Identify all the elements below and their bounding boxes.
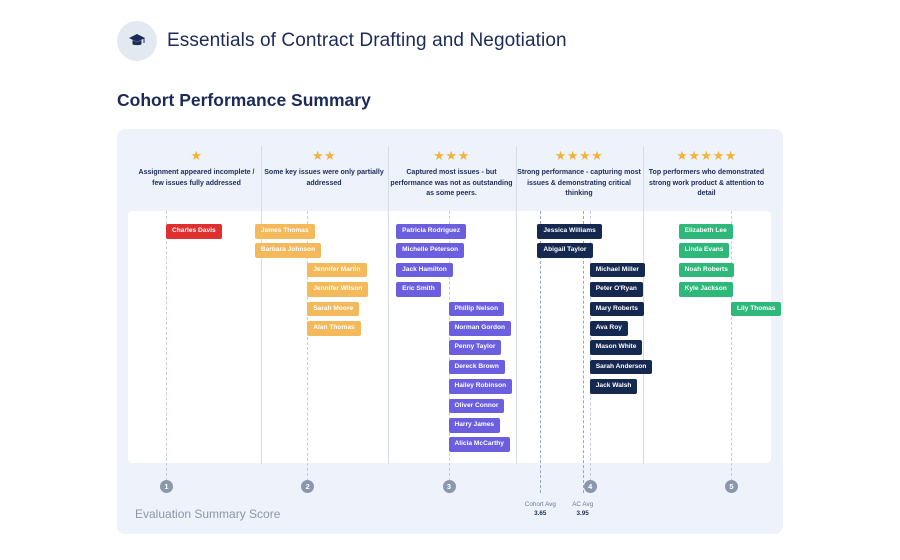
ac-avg-label: AC Avg 3.95 <box>563 500 603 518</box>
star-rating-icon: ★★ <box>311 148 337 163</box>
student-chip[interactable]: Mason White <box>589 340 643 355</box>
x-axis-title: Evaluation Summary Score <box>135 507 281 521</box>
student-chip[interactable]: Michael Miller <box>589 262 645 278</box>
band-description: Top performers who demonstrated strong w… <box>648 169 765 197</box>
column-separator <box>515 146 517 464</box>
student-chip[interactable]: Jennifer Martin <box>307 262 367 278</box>
student-chip[interactable]: Sarah Anderson <box>589 359 653 375</box>
student-chip[interactable]: Lily Thomas <box>731 301 782 317</box>
band-description: Captured most issues - but performance w… <box>390 169 513 197</box>
band-description: Some key issues were only partially addr… <box>264 169 384 187</box>
student-chip[interactable]: Peter O'Ryan <box>589 282 643 297</box>
student-chip[interactable]: Jack Hamilton <box>396 262 453 278</box>
student-chip[interactable]: Abigail Taylor <box>537 243 593 258</box>
band-header-5: ★★★★★ Top performers who demonstrated str… <box>643 149 770 200</box>
student-chip[interactable]: Kyle Jackson <box>678 282 733 297</box>
score-gridline <box>307 211 309 481</box>
star-rating-icon: ★ <box>190 148 203 163</box>
x-tick-label: 1 <box>160 480 173 493</box>
ac-avg-line <box>582 211 584 493</box>
student-chip[interactable]: Dereck Brown <box>448 359 505 375</box>
band-header-1: ★ Assignment appeared incomplete / few is… <box>133 149 260 189</box>
app-title: Essentials of Contract Drafting and Nego… <box>167 30 567 51</box>
student-chip[interactable]: Ava Roy <box>589 321 628 336</box>
student-chip[interactable]: Elizabeth Lee <box>678 224 733 239</box>
student-chip[interactable]: Eric Smith <box>396 282 441 297</box>
student-chip[interactable]: Patricia Rodriguez <box>396 224 467 239</box>
band-header-2: ★★ Some key issues were only partially ad… <box>261 149 388 189</box>
column-separator <box>388 146 389 464</box>
x-tick-label: 3 <box>442 480 456 493</box>
student-chip[interactable]: Michelle Peterson <box>396 243 465 258</box>
header: Essentials of Contract Drafting and Nego… <box>117 20 567 62</box>
student-chip[interactable]: Jennifer Wilson <box>307 282 369 297</box>
reference-line-name: AC Avg <box>572 501 594 508</box>
reference-line-name: Cohort Avg <box>524 501 556 508</box>
student-chip[interactable]: Charles Davis <box>166 224 222 239</box>
student-chip[interactable]: Barbara Johnson <box>254 243 322 258</box>
band-description: Strong performance - capturing most issu… <box>517 169 641 197</box>
student-chip[interactable]: Oliver Connor <box>448 398 505 414</box>
score-gridline <box>731 211 732 481</box>
chart-panel: Evaluation Summary Score ★ Assignment app… <box>117 129 783 534</box>
student-chip[interactable]: Sarah Moore <box>307 301 360 317</box>
star-rating-icon: ★★★★★ <box>676 148 737 163</box>
section-title: Cohort Performance Summary <box>117 90 371 110</box>
column-separator <box>260 146 262 464</box>
student-chip[interactable]: Penny Taylor <box>448 340 502 355</box>
student-chip[interactable]: Linda Evans <box>678 243 730 258</box>
x-tick-label: 4 <box>583 480 597 493</box>
band-header-4: ★★★★ Strong performance - capturing most … <box>516 149 643 200</box>
student-chip[interactable]: Norman Gordon <box>448 321 512 336</box>
x-tick-label: 5 <box>725 480 738 493</box>
student-chip[interactable]: Jack Walsh <box>589 379 638 394</box>
score-gridline <box>166 211 167 481</box>
reference-line-value: 3.95 <box>576 510 589 517</box>
cohort-avg-label: Cohort Avg 3.65 <box>520 500 560 518</box>
student-chip[interactable]: Harry James <box>448 418 501 433</box>
cohort-avg-line <box>540 211 542 493</box>
band-header-3: ★★★ Captured most issues - but performanc… <box>388 149 515 200</box>
student-chip[interactable]: Jessica Williams <box>537 224 602 239</box>
graduation-cap-icon <box>117 21 157 61</box>
student-chip[interactable]: Phillip Nelson <box>448 301 505 317</box>
student-chip[interactable]: Alan Thomas <box>307 321 361 336</box>
reference-line-value: 3.65 <box>534 510 547 517</box>
x-tick-label: 2 <box>301 480 315 493</box>
student-chip[interactable]: Mary Roberts <box>589 301 644 317</box>
student-chip[interactable]: Hailey Robinson <box>448 379 513 394</box>
star-rating-icon: ★★★★ <box>554 148 604 163</box>
band-description: Assignment appeared incomplete / few iss… <box>138 169 255 187</box>
student-chip[interactable]: James Thomas <box>254 224 315 239</box>
student-chip[interactable]: Noah Roberts <box>678 262 734 278</box>
star-rating-icon: ★★★ <box>433 148 470 163</box>
student-chip[interactable]: Alicia McCarthy <box>448 437 510 452</box>
